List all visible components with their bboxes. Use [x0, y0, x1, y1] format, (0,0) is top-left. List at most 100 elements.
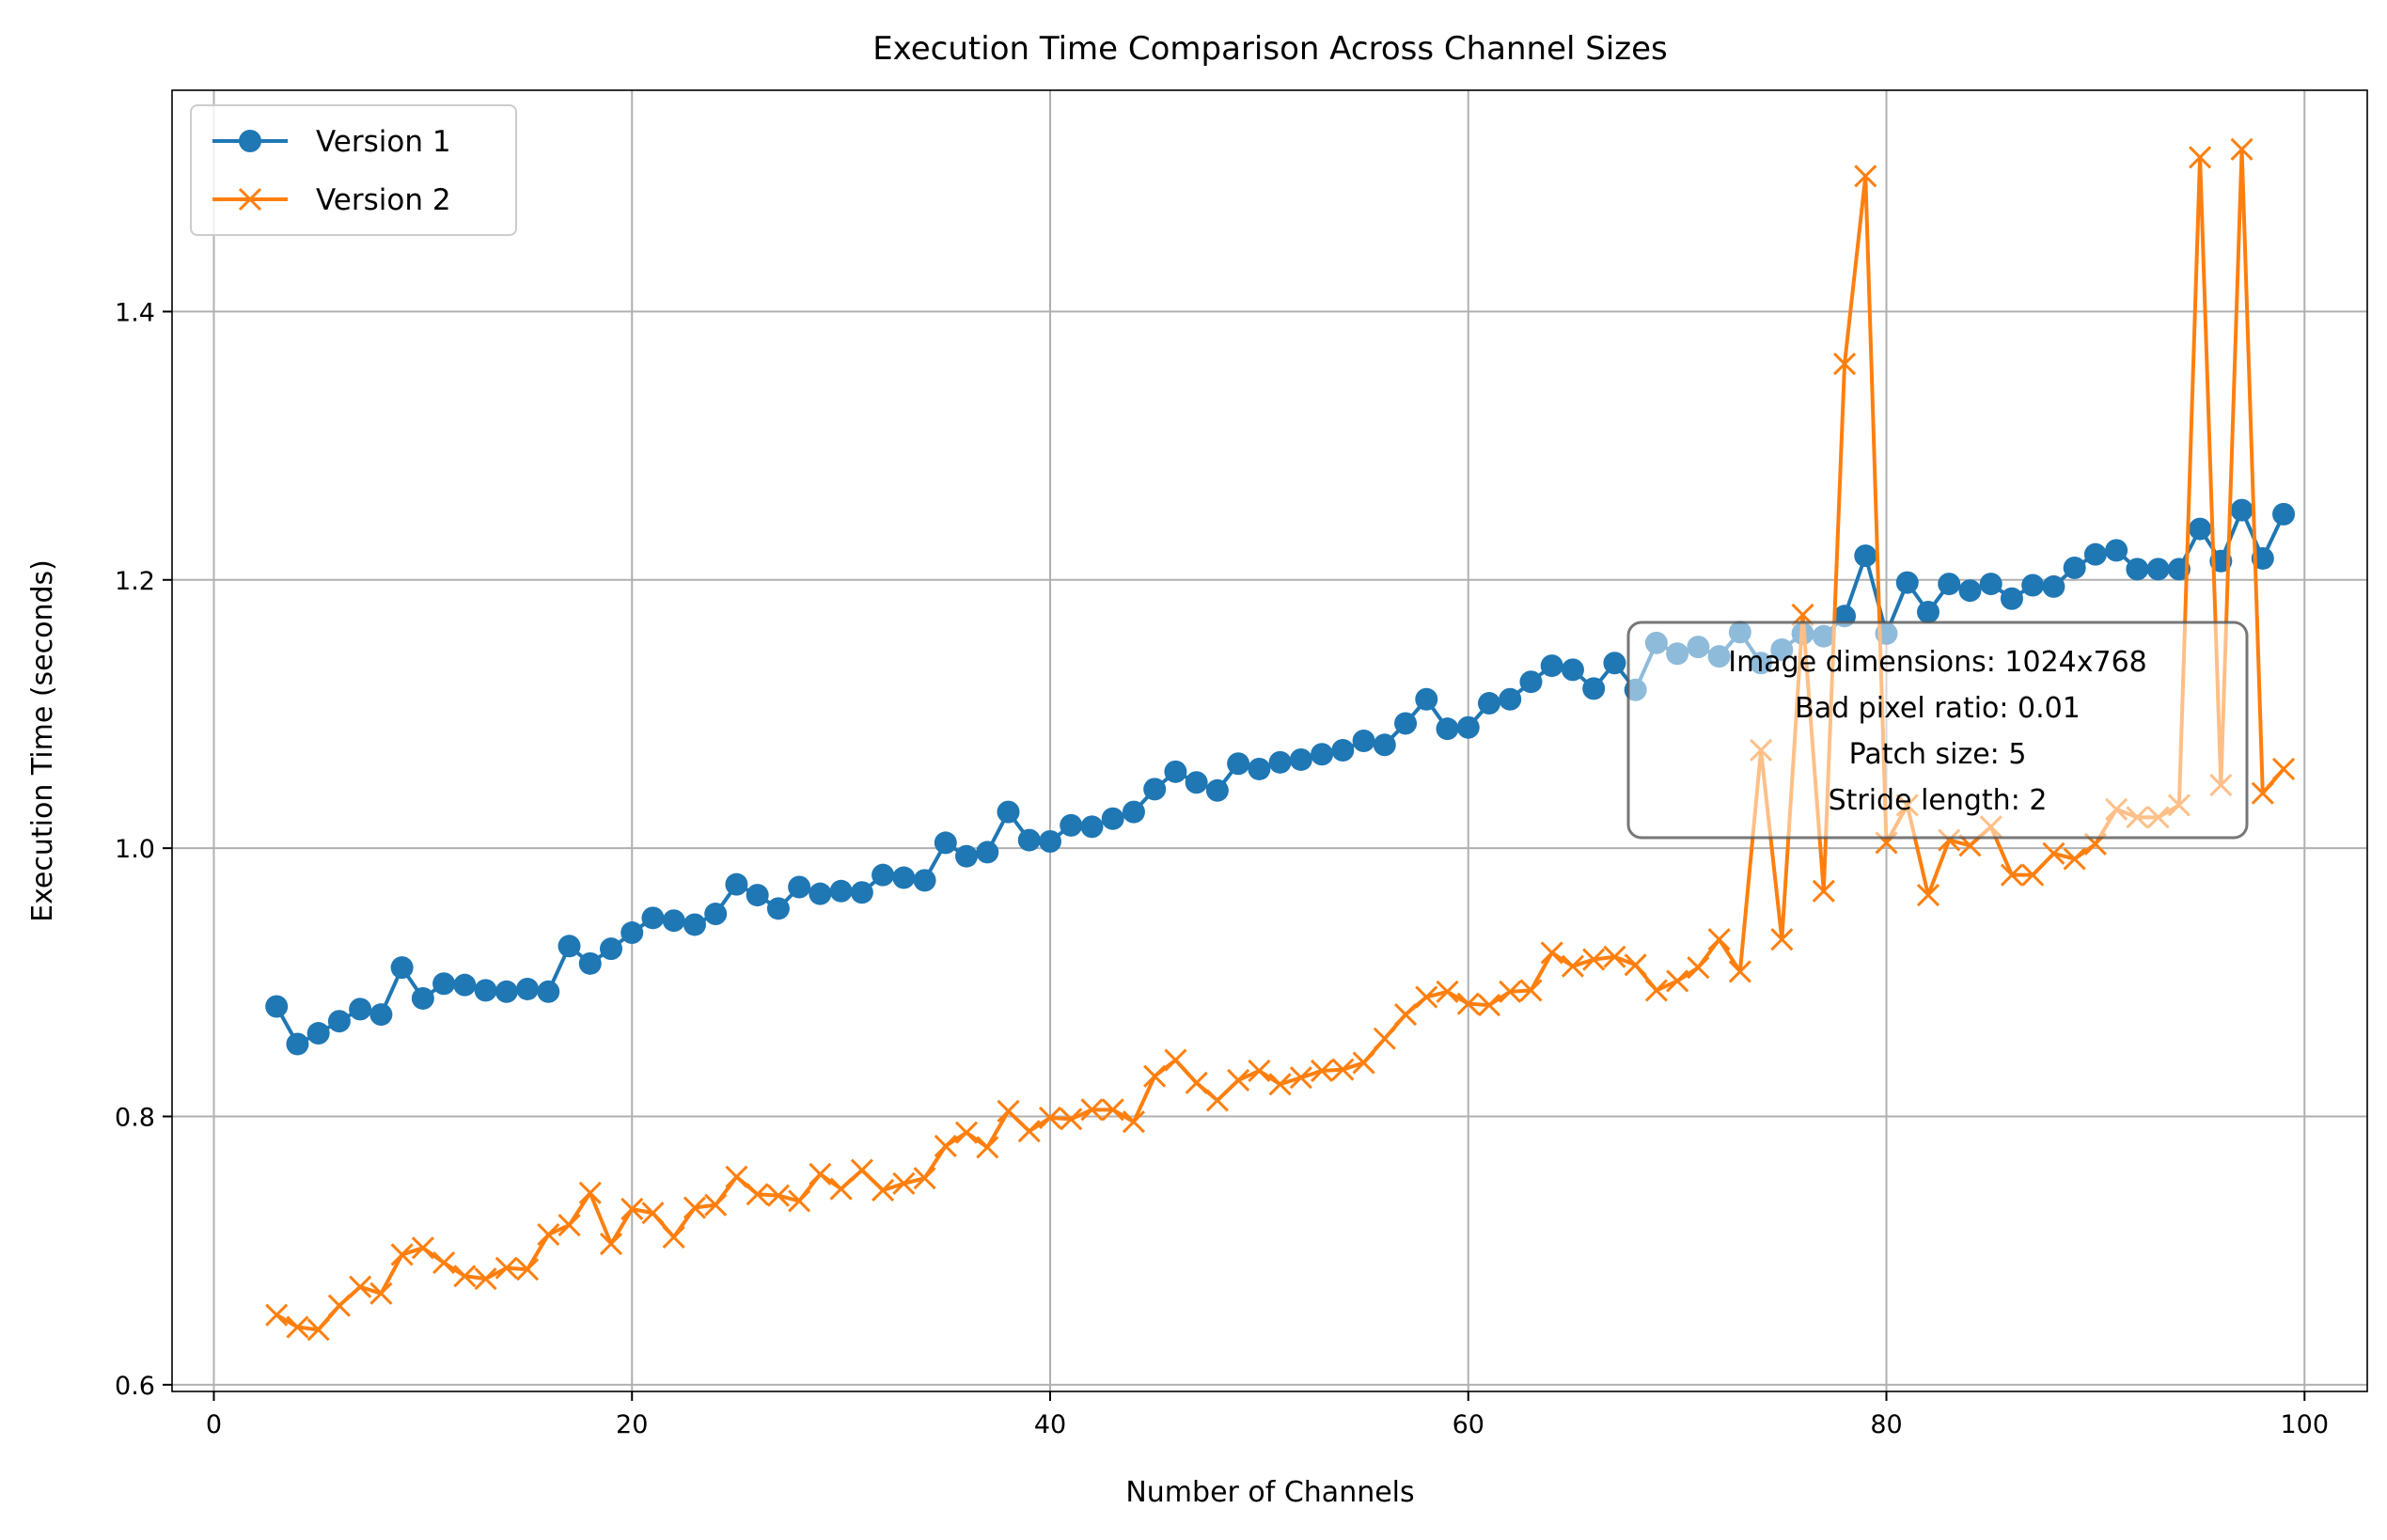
- legend: Version 1 Version 2: [190, 104, 517, 236]
- data-point-version-1: [1938, 573, 1961, 596]
- plot-frame: [171, 89, 2368, 1392]
- data-point-version-2: [1227, 1068, 1250, 1092]
- data-point-version-1: [495, 980, 518, 1003]
- data-point-version-1: [1394, 712, 1418, 735]
- data-point-version-1: [1311, 743, 1334, 766]
- legend-label-version-1: Version 1: [316, 125, 451, 159]
- annotation-box: Image dimensions: 1024x768 Bad pixel rat…: [1626, 621, 2249, 840]
- data-point-version-1: [704, 903, 728, 926]
- data-point-version-1: [2000, 587, 2023, 610]
- data-point-version-2: [683, 1196, 707, 1219]
- y-axis-title: Execution Time (seconds): [26, 559, 59, 922]
- x-tick-label: 20: [616, 1410, 648, 1439]
- data-point-version-1: [892, 866, 916, 889]
- data-point-version-1: [286, 1032, 309, 1056]
- data-point-version-1: [766, 897, 790, 920]
- data-point-version-2: [2271, 757, 2296, 781]
- data-point-version-2: [1268, 1073, 1292, 1096]
- data-point-version-1: [1017, 828, 1041, 852]
- data-point-version-1: [1143, 778, 1167, 801]
- data-point-version-2: [809, 1162, 832, 1186]
- data-point-version-2: [2021, 863, 2045, 887]
- data-point-version-1: [2272, 502, 2296, 526]
- data-point-version-1: [1373, 733, 1396, 757]
- data-point-version-2: [1017, 1120, 1041, 1143]
- data-point-version-2: [1436, 980, 1459, 1003]
- data-point-version-2: [474, 1267, 497, 1291]
- data-point-version-1: [829, 879, 853, 903]
- series-version-2: [265, 137, 2296, 1342]
- data-point-version-2: [453, 1265, 477, 1288]
- data-point-version-2: [954, 1121, 979, 1144]
- annotation-frame: [1626, 621, 2249, 840]
- data-point-version-2: [1352, 1051, 1375, 1075]
- data-point-version-1: [1164, 760, 1187, 783]
- data-point-version-1: [432, 972, 456, 996]
- y-tick-label: 1.2: [115, 567, 155, 596]
- data-point-version-1: [1603, 652, 1626, 675]
- x-tick-label: 60: [1453, 1410, 1484, 1439]
- data-point-version-1: [1895, 571, 1919, 594]
- data-point-version-1: [578, 951, 602, 975]
- data-point-version-1: [955, 844, 979, 868]
- data-point-version-2: [557, 1214, 581, 1237]
- data-point-version-2: [1205, 1089, 1229, 1112]
- data-point-version-1: [1268, 750, 1292, 774]
- data-point-version-1: [1415, 687, 1438, 711]
- data-point-version-2: [390, 1243, 414, 1266]
- data-point-version-1: [327, 1010, 351, 1033]
- legend-label-version-2: Version 2: [316, 183, 451, 217]
- data-point-version-2: [306, 1318, 330, 1342]
- data-point-version-2: [1519, 979, 1543, 1002]
- data-point-version-1: [2146, 558, 2170, 581]
- data-point-version-2: [1331, 1058, 1355, 1081]
- data-point-version-1: [934, 831, 957, 855]
- chart-title: Execution Time Comparison Across Channel…: [872, 30, 1668, 68]
- data-point-version-1: [1979, 573, 2002, 596]
- data-point-version-2: [2000, 863, 2024, 887]
- data-point-version-2: [411, 1236, 434, 1260]
- data-point-version-1: [516, 977, 540, 1000]
- data-point-version-2: [537, 1222, 560, 1247]
- data-point-version-2: [1311, 1059, 1334, 1083]
- data-point-version-1: [2126, 558, 2149, 581]
- annotation-line: Image dimensions: 1024x768: [1728, 646, 2147, 679]
- data-point-version-2: [286, 1315, 309, 1339]
- data-point-version-2: [2063, 847, 2086, 871]
- data-point-version-1: [1227, 752, 1250, 776]
- legend-entry-version-2: Version 2: [212, 183, 451, 217]
- y-tick-label: 1.0: [115, 835, 155, 864]
- data-point-version-2: [1666, 969, 1689, 993]
- data-point-version-1: [1519, 670, 1543, 694]
- data-point-version-2: [349, 1275, 372, 1298]
- data-point-version-2: [1644, 979, 1668, 1002]
- data-point-version-2: [725, 1165, 748, 1188]
- data-point-version-1: [349, 998, 372, 1021]
- y-tick-label: 0.8: [115, 1104, 155, 1133]
- data-point-version-2: [704, 1193, 728, 1217]
- data-point-version-2: [2230, 137, 2254, 161]
- data-point-version-1: [1205, 778, 1229, 802]
- data-point-version-2: [934, 1134, 957, 1157]
- data-point-version-2: [766, 1184, 790, 1207]
- data-point-version-2: [369, 1281, 393, 1305]
- data-point-version-1: [1499, 687, 1522, 711]
- data-point-version-1: [557, 935, 581, 958]
- data-point-version-2: [620, 1197, 644, 1221]
- data-point-version-1: [913, 869, 936, 892]
- data-point-version-1: [683, 913, 706, 936]
- data-point-version-1: [537, 980, 560, 1003]
- data-point-version-1: [474, 979, 497, 1002]
- data-point-version-2: [746, 1183, 769, 1206]
- annotation-line: Stride length: 2: [1829, 784, 2048, 817]
- data-point-version-1: [1060, 813, 1083, 837]
- data-point-version-1: [2063, 556, 2086, 579]
- data-point-version-2: [578, 1181, 602, 1204]
- data-point-version-2: [662, 1225, 685, 1249]
- data-point-version-1: [1478, 692, 1500, 715]
- data-point-version-1: [1561, 658, 1584, 682]
- data-point-version-2: [1038, 1106, 1062, 1129]
- data-point-version-1: [1917, 601, 1939, 624]
- data-point-version-1: [1352, 730, 1375, 752]
- data-point-version-2: [1477, 994, 1501, 1017]
